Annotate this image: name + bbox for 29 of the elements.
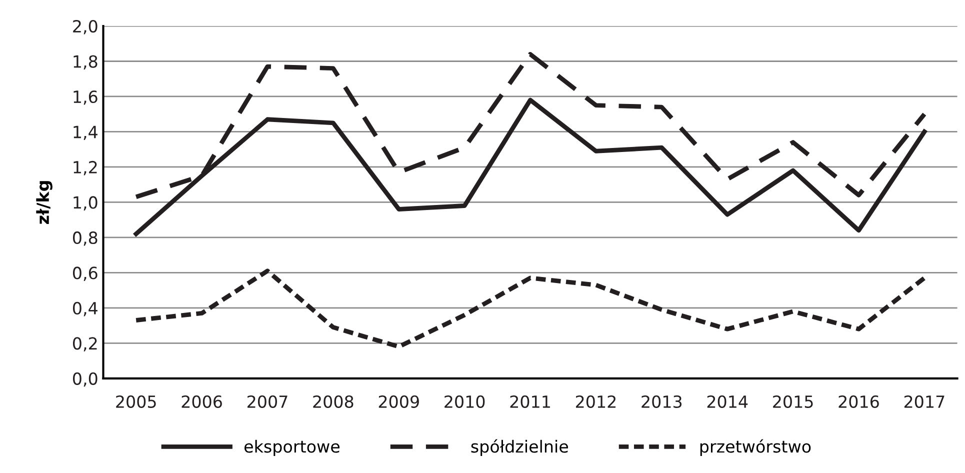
x-tick-label: 2012 (576, 395, 616, 408)
y-tick-label: 2,0 (73, 20, 98, 34)
x-tick-label: 2005 (116, 395, 156, 408)
x-tick-label: 2017 (904, 395, 944, 408)
y-tick-label: 0,8 (72, 231, 98, 246)
line-series (134, 268, 927, 349)
y-tick-label: 0,4 (72, 302, 98, 316)
legend-label: eksportowe (244, 440, 340, 456)
y-tick-label: 1,6 (74, 90, 98, 105)
x-tick-label: 2011 (510, 395, 550, 408)
x-tick-label: 2015 (773, 395, 813, 408)
x-tick-label: 2009 (378, 395, 419, 408)
x-tick-label: 2013 (642, 395, 682, 408)
legend-label: spółdzielnie (471, 439, 568, 456)
y-tick-label: 1,2 (74, 160, 97, 176)
y-tick-label: 1,4 (74, 126, 98, 140)
x-tick-label: 2008 (313, 395, 354, 408)
y-tick-label: 1,8 (74, 55, 98, 70)
y-tick-label: 1,0 (74, 196, 98, 210)
y-tick-label: 0,2 (72, 337, 97, 352)
y-tick-label: 0,0 (72, 372, 98, 387)
x-tick-label: 2014 (707, 395, 748, 408)
x-tick-label: 2006 (182, 395, 222, 408)
legend-label: przetwórstwo (700, 439, 811, 456)
y-axis-title: zł/kg (36, 181, 52, 224)
y-tick-label: 0,6 (72, 266, 98, 281)
x-tick-label: 2007 (248, 395, 288, 408)
x-tick-label: 2010 (444, 395, 485, 408)
x-tick-label: 2016 (838, 395, 879, 408)
